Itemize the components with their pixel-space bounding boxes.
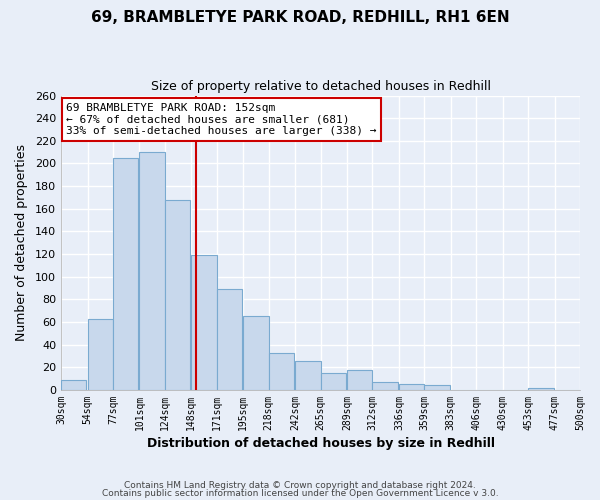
- Bar: [320, 373, 346, 390]
- Bar: [217, 289, 242, 390]
- Text: Contains public sector information licensed under the Open Government Licence v : Contains public sector information licen…: [101, 488, 499, 498]
- Text: 69, BRAMBLETYE PARK ROAD, REDHILL, RH1 6EN: 69, BRAMBLETYE PARK ROAD, REDHILL, RH1 6…: [91, 10, 509, 25]
- X-axis label: Distribution of detached houses by size in Redhill: Distribution of detached houses by size …: [146, 437, 494, 450]
- Bar: [269, 352, 294, 390]
- Bar: [295, 360, 320, 390]
- Bar: [61, 380, 86, 390]
- Bar: [373, 382, 398, 390]
- Bar: [165, 200, 190, 390]
- Text: 69 BRAMBLETYE PARK ROAD: 152sqm
← 67% of detached houses are smaller (681)
33% o: 69 BRAMBLETYE PARK ROAD: 152sqm ← 67% of…: [66, 103, 377, 136]
- Bar: [424, 386, 450, 390]
- Bar: [347, 370, 373, 390]
- Bar: [528, 388, 554, 390]
- Bar: [399, 384, 424, 390]
- Bar: [243, 316, 269, 390]
- Bar: [113, 158, 139, 390]
- Bar: [191, 255, 217, 390]
- Bar: [88, 318, 113, 390]
- Text: Contains HM Land Registry data © Crown copyright and database right 2024.: Contains HM Land Registry data © Crown c…: [124, 481, 476, 490]
- Title: Size of property relative to detached houses in Redhill: Size of property relative to detached ho…: [151, 80, 491, 93]
- Bar: [139, 152, 165, 390]
- Y-axis label: Number of detached properties: Number of detached properties: [15, 144, 28, 341]
